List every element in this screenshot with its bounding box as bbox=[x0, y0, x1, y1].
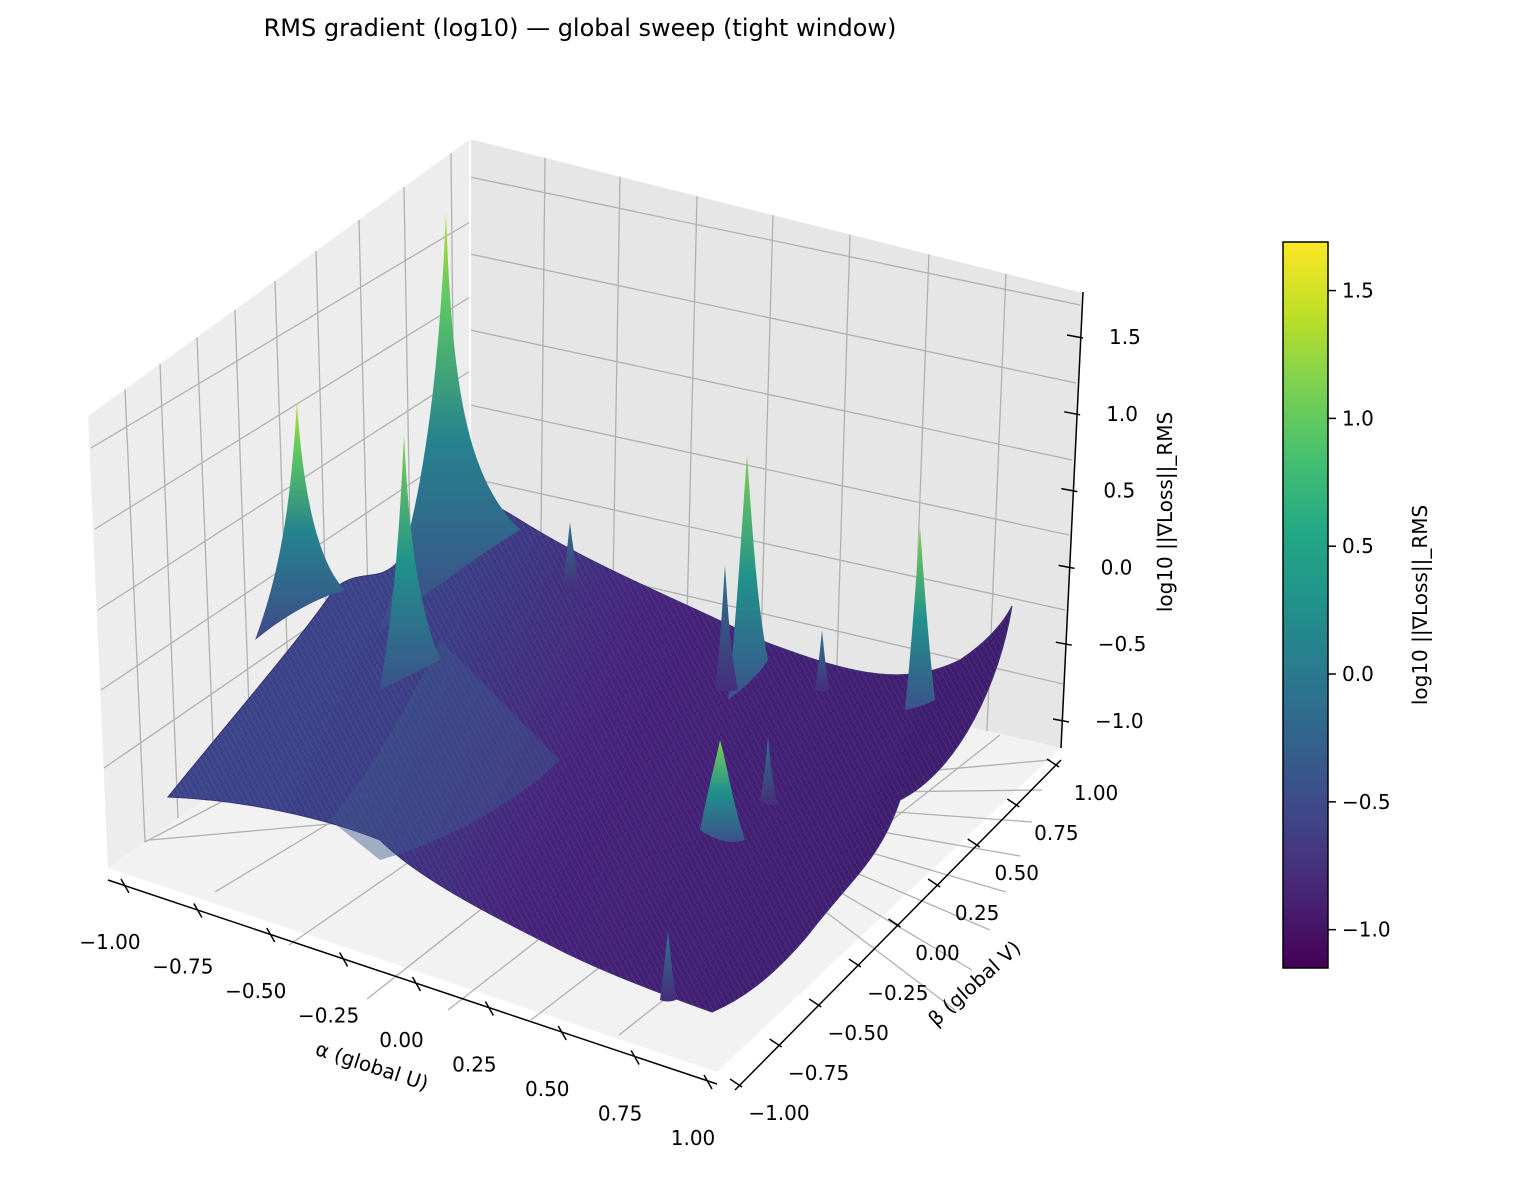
surface-spike bbox=[905, 527, 935, 710]
surface-spike bbox=[760, 735, 778, 806]
surface-spike bbox=[380, 212, 520, 630]
y-tick bbox=[1046, 758, 1060, 768]
y-axis: −1.00 −0.75 −0.50 −0.25 0.00 0.25 0.50 0.75 1.00 bbox=[729, 758, 1119, 1125]
x-tick bbox=[193, 903, 203, 918]
x-tick-label: −0.75 bbox=[152, 955, 213, 979]
x-tick bbox=[120, 878, 130, 894]
y-tick bbox=[927, 878, 941, 888]
colorbar-tick-label: −0.5 bbox=[1342, 790, 1391, 814]
x-tick bbox=[703, 1074, 713, 1090]
colorbar: −1.0 −0.5 0.0 0.5 1.0 1.5 log10 ||∇Loss||_RMS bbox=[1282, 241, 1432, 969]
x-tick-label: 0.75 bbox=[598, 1102, 643, 1126]
x-tick bbox=[266, 927, 276, 943]
y-tick-label: 1.00 bbox=[1074, 781, 1119, 805]
y-tick-label: −0.25 bbox=[867, 981, 928, 1005]
y-tick bbox=[1006, 798, 1020, 808]
z-tick-label: 0.0 bbox=[1101, 555, 1133, 579]
x-tick bbox=[557, 1025, 567, 1041]
surface-mesh bbox=[168, 489, 1012, 1013]
y-tick bbox=[808, 998, 822, 1008]
surface-spike bbox=[380, 435, 440, 690]
x-tick-label: 0.00 bbox=[379, 1028, 424, 1052]
x-axis-line bbox=[107, 879, 718, 1085]
surface-spike bbox=[255, 402, 345, 640]
z-tick-label: −0.5 bbox=[1098, 632, 1147, 656]
y-tick-label: 0.00 bbox=[915, 941, 960, 965]
surface-spike bbox=[715, 565, 738, 692]
y-tick-label: 0.25 bbox=[955, 901, 1000, 925]
z-tick-label: 1.5 bbox=[1109, 325, 1141, 349]
x-tick bbox=[630, 1050, 640, 1065]
y-tick-label: 0.50 bbox=[994, 861, 1039, 885]
z-tick-label: 0.5 bbox=[1103, 479, 1135, 503]
x-tick-label: −0.25 bbox=[298, 1004, 359, 1028]
y-tick-label: −1.00 bbox=[748, 1101, 809, 1125]
x-tick-label: −0.50 bbox=[225, 979, 286, 1003]
z-tick bbox=[1058, 564, 1075, 570]
z-tick bbox=[1061, 487, 1078, 493]
y-tick bbox=[729, 1078, 743, 1088]
y-tick-label: −0.50 bbox=[828, 1021, 889, 1045]
x-tick bbox=[411, 976, 422, 992]
z-axis-label: log10 ||∇Loss||_RMS bbox=[1153, 412, 1177, 612]
x-tick-label: −1.00 bbox=[79, 930, 140, 954]
x-tick-label: 0.50 bbox=[525, 1077, 570, 1101]
x-tick-label: 0.25 bbox=[452, 1053, 497, 1077]
surface bbox=[166, 212, 1013, 1013]
z-tick bbox=[1066, 334, 1084, 339]
z-axis: −1.0 −0.5 0.0 0.5 1.0 1.5 bbox=[1052, 291, 1147, 749]
z-axis-line bbox=[1060, 291, 1084, 749]
surface-spike bbox=[728, 455, 768, 700]
y-tick bbox=[769, 1038, 783, 1048]
z-tick-label: −1.0 bbox=[1095, 709, 1144, 733]
y-tick bbox=[848, 958, 862, 968]
x-tick-label: 1.00 bbox=[671, 1126, 716, 1150]
y-tick-label: −0.75 bbox=[788, 1061, 849, 1085]
surface-spike bbox=[815, 630, 829, 692]
y-tick bbox=[967, 838, 981, 848]
y-tick bbox=[888, 918, 901, 928]
left-pane bbox=[88, 138, 470, 868]
chart-title: RMS gradient (log10) — global sweep (tig… bbox=[264, 14, 897, 42]
surface-spike bbox=[562, 522, 580, 592]
z-tick bbox=[1055, 641, 1072, 646]
colorbar-tick-label: −1.0 bbox=[1342, 918, 1391, 942]
colorbar-label: log10 ||∇Loss||_RMS bbox=[1408, 505, 1432, 705]
surface-spike bbox=[700, 740, 745, 842]
colorbar-tick-label: 0.0 bbox=[1342, 662, 1374, 686]
colorbar-bar bbox=[1282, 241, 1329, 969]
colorbar-tick-label: 1.0 bbox=[1342, 406, 1374, 430]
surface-spike bbox=[660, 930, 676, 1002]
z-tick-label: 1.0 bbox=[1106, 402, 1138, 426]
y-tick-label: 0.75 bbox=[1034, 821, 1079, 845]
surface-ridge bbox=[330, 640, 560, 860]
z-tick bbox=[1052, 718, 1070, 723]
x-tick bbox=[484, 1001, 495, 1016]
colorbar-tick-label: 1.5 bbox=[1342, 279, 1374, 303]
z-tick bbox=[1064, 411, 1081, 416]
colorbar-tick-label: 0.5 bbox=[1342, 534, 1374, 558]
x-tick bbox=[338, 952, 349, 967]
x-axis: −1.00 −0.75 −0.50 −0.25 0.00 0.25 0.50 0.75 1.00 bbox=[79, 878, 718, 1150]
